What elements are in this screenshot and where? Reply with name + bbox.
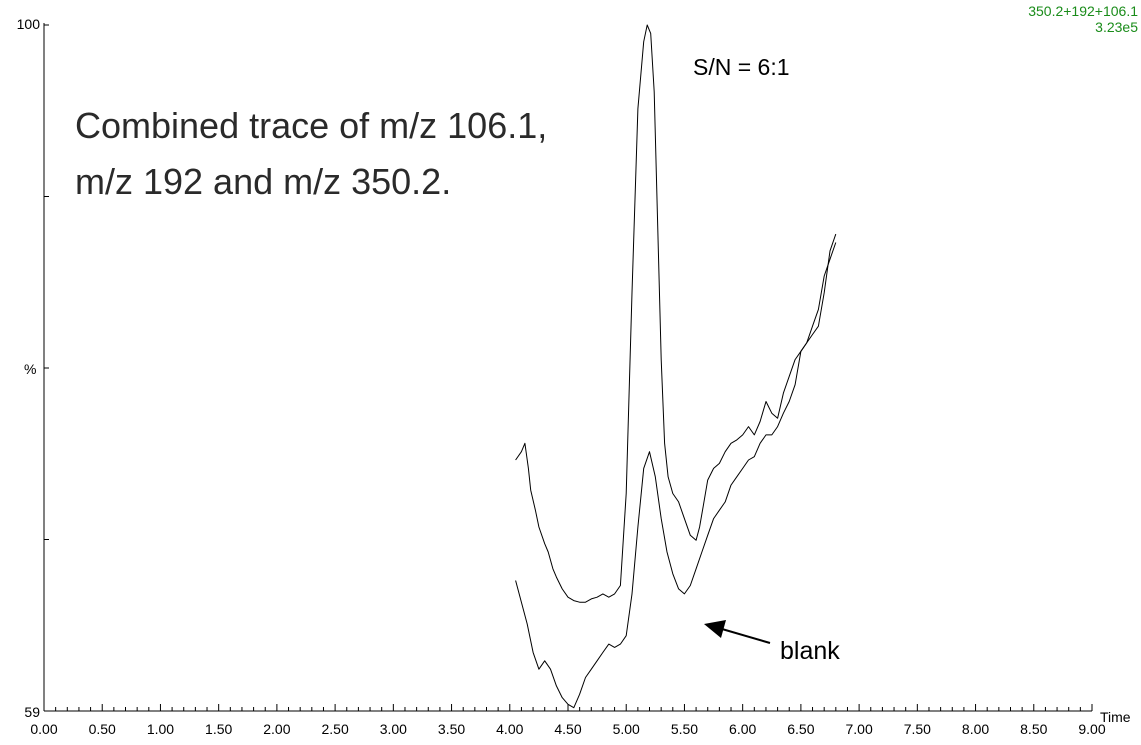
y-tick-label-top: 100 [17,16,41,32]
x-axis-label: Time [1100,709,1131,725]
sample-trace-line [515,24,837,603]
y-axis-minor-ticks [44,24,49,712]
x-tick-label: 3.00 [380,721,407,737]
y-axis-label: % [24,361,36,377]
annotation-blank-label: blank [780,637,840,665]
annotation-combined-line2: m/z 192 and m/z 350.2. [75,161,451,202]
x-tick-label: 8.50 [1020,721,1047,737]
x-tick-label: 2.50 [321,721,348,737]
x-axis-tick-labels: 0.00 0.50 1.00 1.50 2.00 2.50 3.00 3.50 4.00 4.50… [30,721,1105,737]
trace-id-label: 350.2+192+106.1 [1028,3,1138,19]
x-tick-label: 0.00 [30,721,57,737]
x-tick-label: 1.00 [147,721,174,737]
x-tick-label: 9.00 [1078,721,1105,737]
x-tick-label: 2.00 [263,721,290,737]
x-tick-label: 5.00 [613,721,640,737]
x-tick-label: 4.00 [496,721,523,737]
trace-intensity-label: 3.23e5 [1095,19,1138,35]
x-tick-label: 1.50 [205,721,232,737]
annotation-signal-to-noise: S/N = 6:1 [693,54,790,80]
blank-trace-line [515,242,837,709]
x-axis-minor-ticks [43,704,1093,711]
x-tick-label: 8.00 [962,721,989,737]
x-tick-label: 6.00 [729,721,756,737]
x-tick-label: 3.50 [438,721,465,737]
x-tick-label: 5.50 [671,721,698,737]
x-tick-label: 0.50 [89,721,116,737]
blank-arrow [704,620,771,644]
annotation-combined-line1: Combined trace of m/z 106.1, [75,105,547,146]
y-tick-label-bottom: 59 [24,704,40,720]
x-tick-label: 7.00 [845,721,872,737]
x-tick-label: 6.50 [787,721,814,737]
x-tick-label: 7.50 [904,721,931,737]
x-tick-label: 4.50 [554,721,581,737]
